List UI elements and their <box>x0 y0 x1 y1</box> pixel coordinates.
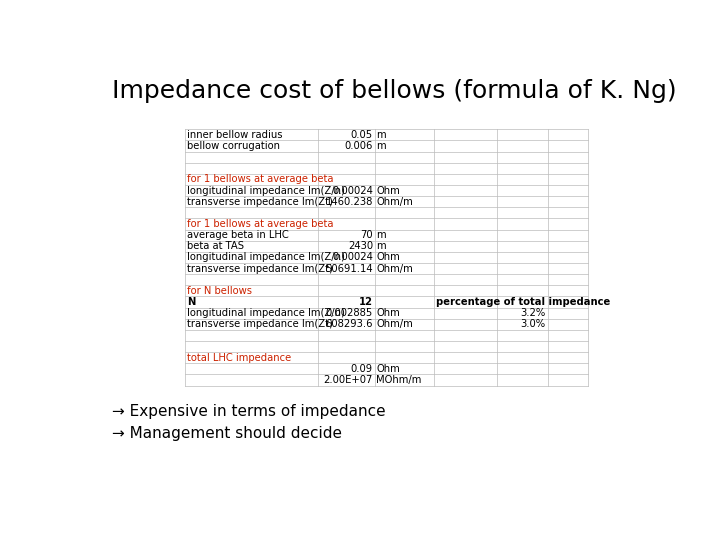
Text: for 1 bellows at average beta: for 1 bellows at average beta <box>187 219 333 229</box>
Text: 0.00024: 0.00024 <box>332 186 373 195</box>
Text: beta at TAS: beta at TAS <box>187 241 244 251</box>
Text: inner bellow radius: inner bellow radius <box>187 130 282 140</box>
Text: 3.2%: 3.2% <box>521 308 546 318</box>
Text: for N bellows: for N bellows <box>187 286 252 296</box>
Text: Ohm/m: Ohm/m <box>377 264 413 274</box>
Text: 0.002885: 0.002885 <box>325 308 373 318</box>
Text: 12: 12 <box>359 297 373 307</box>
Text: → Management should decide: → Management should decide <box>112 426 342 441</box>
Text: transverse impedance Im(Zt): transverse impedance Im(Zt) <box>187 319 333 329</box>
Text: 70: 70 <box>360 230 373 240</box>
Text: 50691.14: 50691.14 <box>325 264 373 274</box>
Text: 0.09: 0.09 <box>351 364 373 374</box>
Text: transverse impedance Im(Zt): transverse impedance Im(Zt) <box>187 264 333 274</box>
Text: m: m <box>377 230 386 240</box>
Text: 3.0%: 3.0% <box>521 319 546 329</box>
Text: transverse impedance Im(Zt): transverse impedance Im(Zt) <box>187 197 333 207</box>
Text: longitudinal impedance Im(Z/n): longitudinal impedance Im(Z/n) <box>187 252 345 262</box>
Text: 608293.6: 608293.6 <box>325 319 373 329</box>
Text: percentage of total impedance: percentage of total impedance <box>436 297 611 307</box>
Text: Ohm: Ohm <box>377 186 400 195</box>
Text: Ohm: Ohm <box>377 364 400 374</box>
Text: average beta in LHC: average beta in LHC <box>187 230 289 240</box>
Text: bellow corrugation: bellow corrugation <box>187 141 280 151</box>
Text: longitudinal impedance Im(Z/n): longitudinal impedance Im(Z/n) <box>187 186 345 195</box>
Text: Ohm: Ohm <box>377 252 400 262</box>
Text: 1460.238: 1460.238 <box>325 197 373 207</box>
Text: 0.00024: 0.00024 <box>332 252 373 262</box>
Text: MOhm/m: MOhm/m <box>377 375 422 385</box>
Text: for 1 bellows at average beta: for 1 bellows at average beta <box>187 174 333 184</box>
Text: N: N <box>187 297 195 307</box>
Text: 2.00E+07: 2.00E+07 <box>323 375 373 385</box>
Text: longitudinal impedance Im(Z/n): longitudinal impedance Im(Z/n) <box>187 308 345 318</box>
Text: total LHC impedance: total LHC impedance <box>187 353 292 363</box>
Text: Impedance cost of bellows (formula of K. Ng): Impedance cost of bellows (formula of K.… <box>112 79 677 103</box>
Text: Ohm/m: Ohm/m <box>377 319 413 329</box>
Text: m: m <box>377 130 386 140</box>
Text: Ohm/m: Ohm/m <box>377 197 413 207</box>
Text: Ohm: Ohm <box>377 308 400 318</box>
Text: m: m <box>377 241 386 251</box>
Text: 0.006: 0.006 <box>345 141 373 151</box>
Text: m: m <box>377 141 386 151</box>
Text: 0.05: 0.05 <box>351 130 373 140</box>
Text: → Expensive in terms of impedance: → Expensive in terms of impedance <box>112 404 386 419</box>
Text: 2430: 2430 <box>348 241 373 251</box>
